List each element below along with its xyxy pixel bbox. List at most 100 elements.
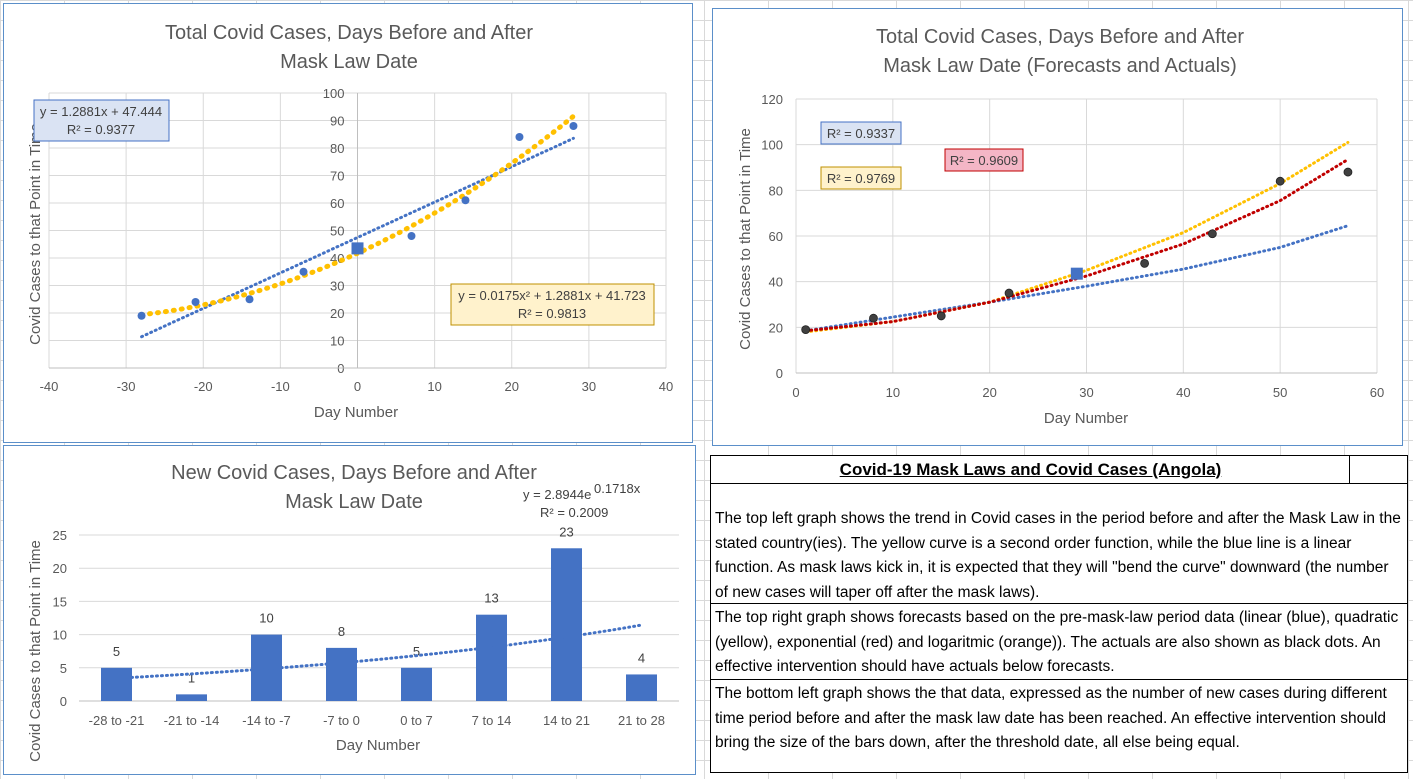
notes-table: Covid-19 Mask Laws and Covid Cases (Ango…: [710, 455, 1408, 773]
y-tick-label: 100: [323, 86, 345, 101]
data-point: [461, 196, 470, 205]
x-tick-label: 0: [354, 379, 361, 394]
x-tick-label: 20: [505, 379, 519, 394]
actual-data-point: [1343, 167, 1353, 177]
bar-data-label: 5: [413, 644, 420, 659]
notes-heading-cell-divider: [1349, 456, 1350, 483]
quadratic-equation-text: R² = 0.9813: [518, 306, 586, 321]
y-tick-label: 5: [60, 661, 67, 676]
linear-forecast-line: [804, 224, 1350, 333]
bar: [626, 674, 657, 701]
y-tick-label: 70: [330, 169, 344, 184]
y-axis-label: Covid Cases to that Point in Time: [27, 123, 44, 345]
actual-data-point: [801, 325, 811, 335]
x-tick-label: 10: [427, 379, 441, 394]
actual-data-point: [869, 313, 878, 323]
x-category-label: 7 to 14: [472, 713, 512, 728]
y-tick-label: 90: [330, 114, 344, 129]
y-tick-label: 0: [776, 366, 783, 381]
y-tick-label: 80: [769, 183, 783, 198]
chart-title-line: New Covid Cases, Days Before and After: [171, 462, 537, 484]
bar: [401, 667, 432, 701]
bar-data-label: 8: [338, 624, 345, 639]
data-point: [137, 311, 146, 320]
bar-data-label: 5: [113, 644, 120, 659]
y-tick-label: 20: [53, 561, 67, 576]
x-category-label: -14 to -7: [242, 713, 290, 728]
data-point: [245, 295, 254, 304]
y-tick-label: 30: [330, 279, 344, 294]
notes-heading-row[interactable]: Covid-19 Mask Laws and Covid Cases (Ango…: [711, 456, 1407, 484]
chart-title-line: Total Covid Cases, Days Before and After: [165, 22, 533, 44]
x-tick-label: 50: [1273, 385, 1287, 400]
bar: [551, 548, 582, 701]
data-point: [569, 122, 578, 130]
y-tick-label: 80: [330, 141, 344, 156]
x-tick-label: -20: [194, 379, 213, 394]
actual-data-point: [1207, 229, 1217, 239]
x-tick-label: -40: [40, 379, 59, 394]
chart-forecasts-actuals[interactable]: Total Covid Cases, Days Before and After…: [712, 8, 1403, 446]
trendline-r2-text: R² = 0.2009: [540, 505, 608, 520]
x-category-label: -21 to -14: [164, 713, 220, 728]
y-tick-label: 120: [761, 92, 783, 107]
data-point-square: [1070, 267, 1083, 280]
x-axis-label: Day Number: [314, 404, 398, 421]
y-tick-label: 25: [53, 528, 67, 543]
chart-title-line: Mask Law Date: [280, 51, 418, 73]
y-tick-label: 0: [60, 694, 67, 709]
x-tick-label: 60: [1370, 385, 1384, 400]
quadratic-r2-text: R² = 0.9769: [827, 171, 895, 186]
x-category-label: -28 to -21: [89, 713, 145, 728]
x-category-label: 0 to 7: [400, 713, 433, 728]
x-axis-label: Day Number: [1044, 410, 1128, 427]
exponential-forecast-line: [804, 158, 1350, 333]
x-tick-label: 30: [582, 379, 596, 394]
y-tick-label: 100: [761, 138, 783, 153]
notes-paragraph-top-right[interactable]: The top right graph shows forecasts base…: [711, 604, 1407, 680]
chart-title-line: Mask Law Date (Forecasts and Actuals): [883, 55, 1236, 77]
linear-r2-text: R² = 0.9337: [827, 126, 895, 141]
actual-data-point: [1275, 176, 1285, 186]
quadratic-equation-box: [450, 283, 655, 326]
bar: [326, 647, 357, 701]
data-point: [407, 232, 416, 240]
x-category-label: -7 to 0: [323, 713, 360, 728]
bar: [176, 694, 207, 701]
data-point-square: [351, 242, 364, 255]
x-tick-label: -10: [271, 379, 290, 394]
actual-data-point: [1140, 258, 1150, 268]
y-tick-label: 60: [769, 229, 783, 244]
chart-new-cases[interactable]: New Covid Cases, Days Before and After Ma…: [3, 445, 696, 775]
x-tick-label: 10: [886, 385, 900, 400]
linear-equation-box: [33, 99, 170, 142]
chart-title-line: Total Covid Cases, Days Before and After: [876, 26, 1244, 48]
x-tick-label: 30: [1079, 385, 1093, 400]
y-tick-label: 15: [53, 594, 67, 609]
chart-total-cases-svg: Total Covid Cases, Days Before and After…: [27, 22, 673, 421]
y-tick-label: 10: [330, 334, 344, 349]
actual-data-point: [936, 311, 946, 321]
chart-forecasts-actuals-svg: Total Covid Cases, Days Before and After…: [737, 26, 1384, 427]
chart-title-line: Mask Law Date: [285, 491, 423, 513]
x-category-label: 14 to 21: [543, 713, 590, 728]
notes-paragraph-top-left[interactable]: The top left graph shows the trend in Co…: [711, 484, 1407, 604]
chart-total-cases[interactable]: Total Covid Cases, Days Before and After…: [3, 3, 693, 443]
exponential-r2-text: R² = 0.9609: [950, 153, 1018, 168]
y-tick-label: 10: [53, 628, 67, 643]
linear-equation-text: R² = 0.9377: [67, 122, 135, 137]
y-axis-label: Covid Cases to that Point in Time: [27, 540, 44, 762]
x-category-label: 21 to 28: [618, 713, 665, 728]
bar: [101, 667, 132, 701]
y-tick-label: 20: [330, 306, 344, 321]
y-tick-label: 50: [330, 224, 344, 239]
linear-equation-text: y = 1.2881x + 47.444: [40, 104, 162, 119]
x-axis-label: Day Number: [336, 737, 420, 754]
x-tick-label: 0: [792, 385, 799, 400]
data-point: [515, 133, 524, 141]
actual-data-point: [1004, 288, 1014, 298]
exponential-r2-box: [944, 148, 1024, 172]
notes-paragraph-bottom-left[interactable]: The bottom left graph shows the that dat…: [715, 685, 1387, 751]
data-point: [191, 298, 200, 306]
x-tick-label: 40: [1176, 385, 1190, 400]
